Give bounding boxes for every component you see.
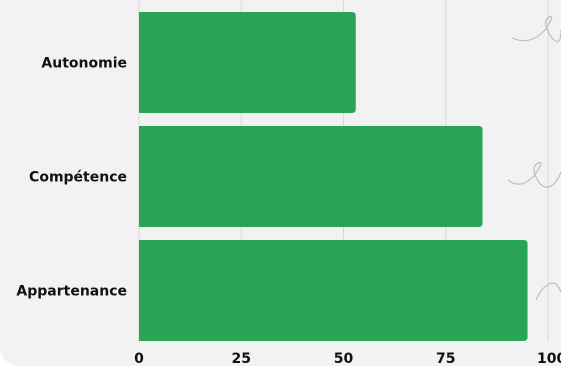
category-labels: Autonomie Compétence Appartenance [16,56,127,300]
swirl-decoration [535,282,561,301]
category-label: Appartenance [16,284,127,300]
bar-compétence [139,126,483,227]
bar-autonomie [139,12,356,113]
x-tick-label: 100 [537,351,561,366]
category-label: Autonomie [41,56,127,72]
x-tick-label: 75 [436,351,455,366]
x-axis-tick-labels: 0 25 50 75 100 [134,351,561,366]
swirl-decoration [511,15,561,43]
x-tick-label: 50 [334,351,354,366]
x-tick-label: 0 [134,351,144,366]
category-label: Compétence [29,170,127,186]
bar-appartenance [139,240,528,341]
decorative-swirls [507,15,561,301]
bars [139,12,528,341]
swirl-decoration [507,161,561,188]
x-tick-label: 25 [232,351,251,366]
